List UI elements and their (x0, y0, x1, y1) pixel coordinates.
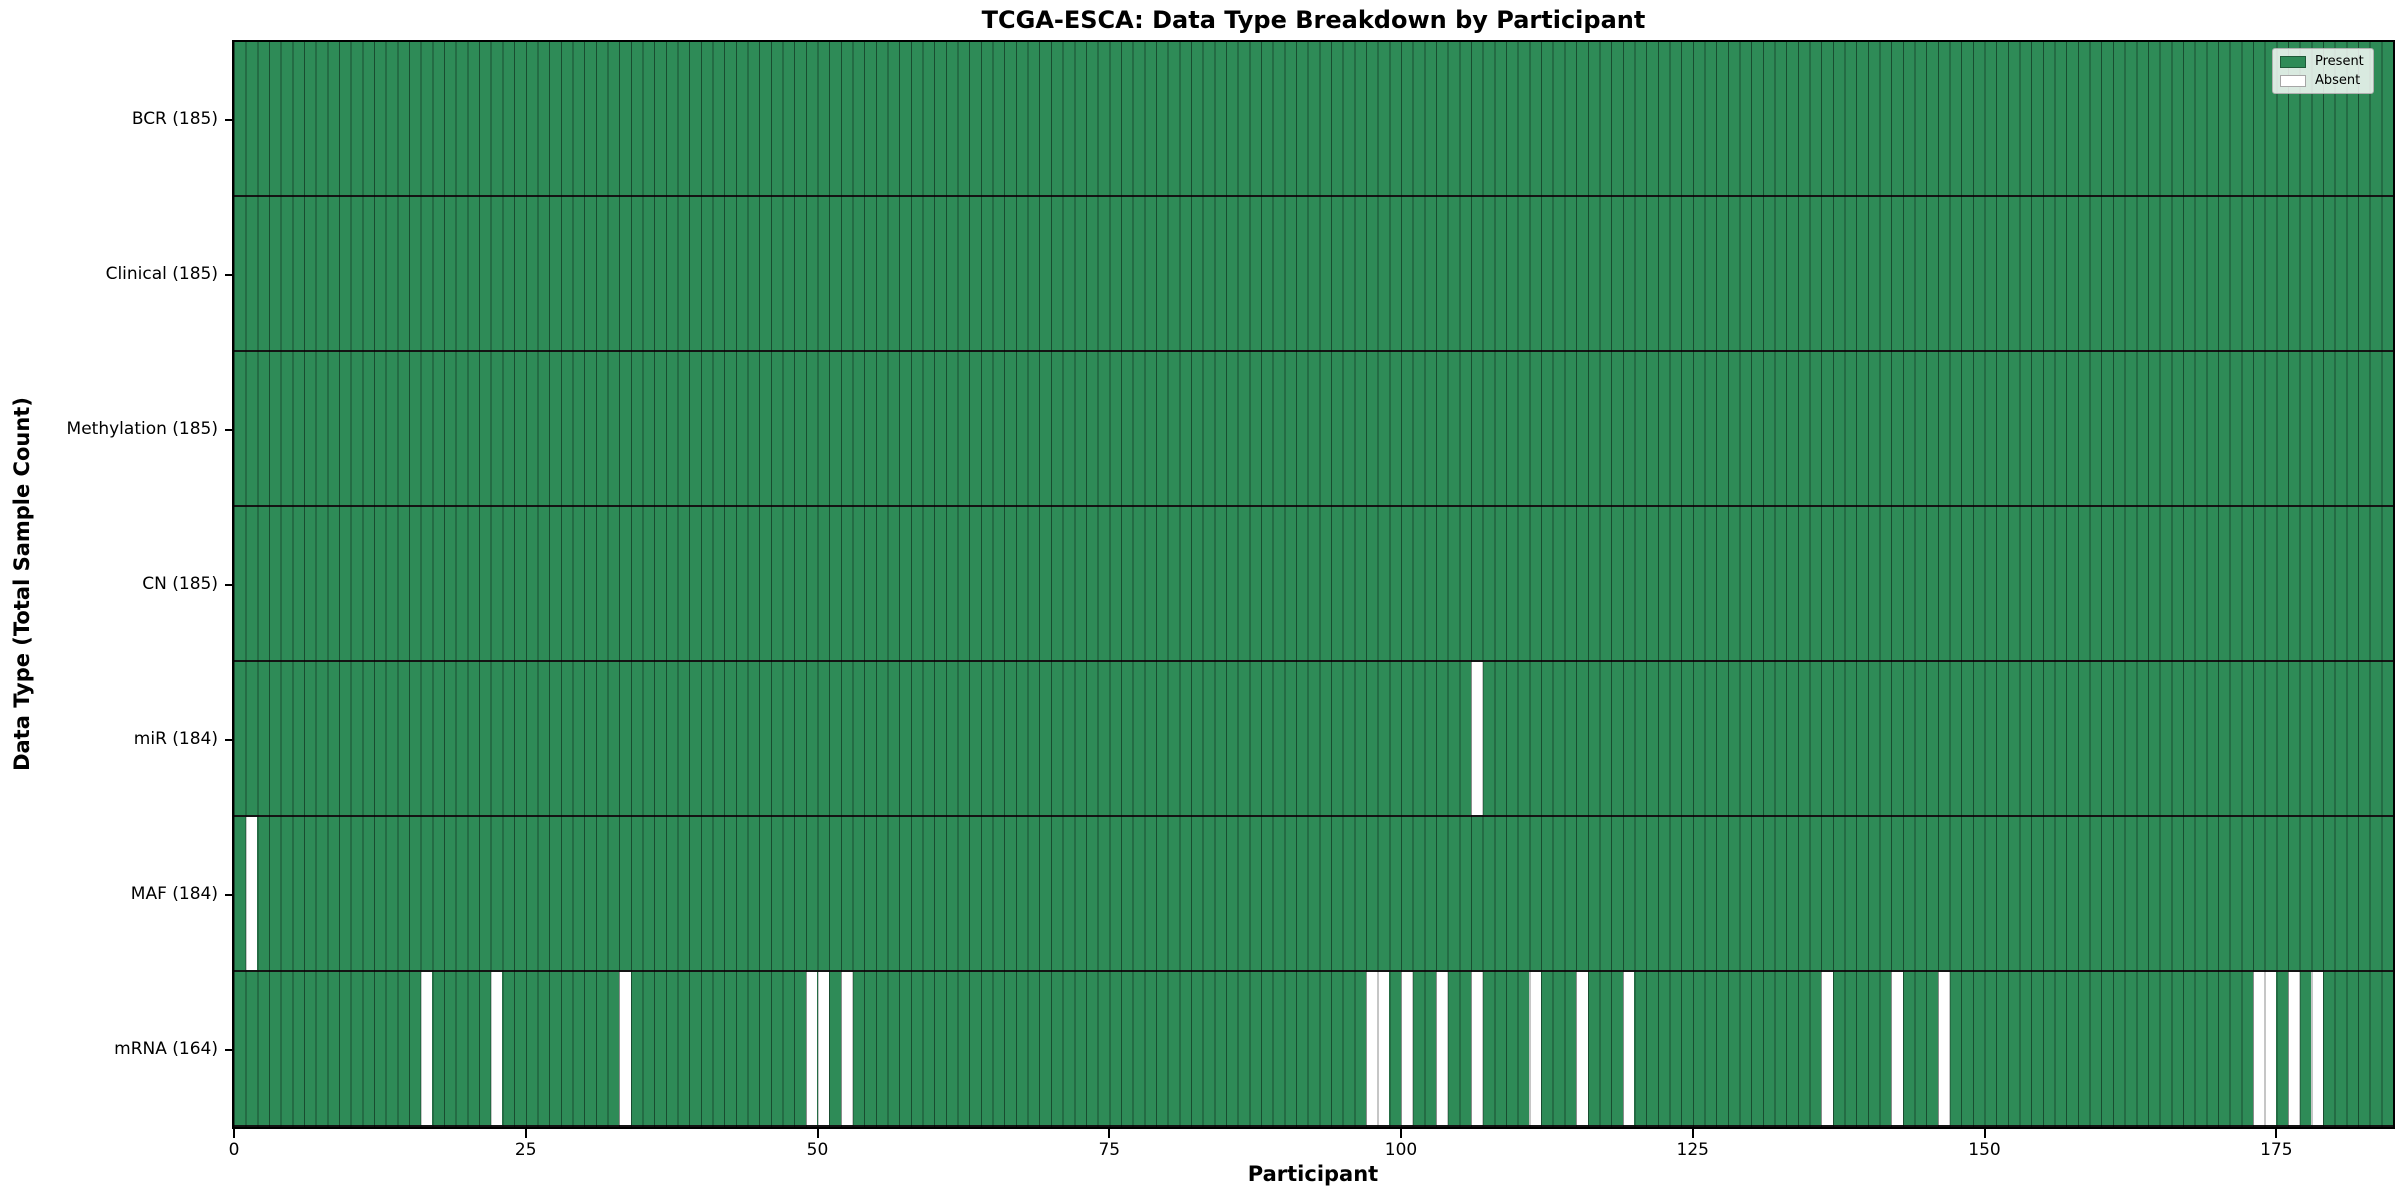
x-tick-mark (2275, 1129, 2278, 1138)
x-tick-mark (1108, 1129, 1111, 1138)
absent-cell (805, 972, 818, 1125)
y-tick-label: Clinical (185) (105, 263, 218, 284)
x-tick-label: 75 (1098, 1140, 1121, 1160)
absent-cell (420, 972, 433, 1125)
y-tick-mark (225, 118, 234, 121)
absent-cell (1401, 972, 1413, 1125)
x-tick-label: 50 (806, 1140, 829, 1160)
y-tick-label: miR (184) (133, 728, 218, 749)
absent-cell (245, 817, 258, 970)
legend-swatch-absent (2280, 74, 2306, 87)
x-tick-mark (233, 1129, 235, 1138)
absent-cell (1436, 972, 1448, 1125)
y-tick-label: Methylation (185) (66, 418, 218, 439)
legend-label: Present (2315, 54, 2364, 69)
y-tick-label: MAF (184) (130, 883, 218, 904)
absent-cell (490, 972, 503, 1125)
legend-entry-present: Present (2280, 54, 2364, 69)
absent-cell (1529, 972, 1542, 1125)
absent-cell (1622, 972, 1635, 1125)
absent-cell (1377, 972, 1390, 1125)
legend-label: Absent (2315, 73, 2361, 88)
absent-cell (2252, 972, 2265, 1125)
absent-cell (2287, 972, 2300, 1125)
x-tick-label: 125 (1676, 1140, 1710, 1160)
x-tick-mark (1400, 1129, 1403, 1138)
absent-cell (817, 972, 830, 1125)
x-tick-label: 175 (2260, 1140, 2293, 1160)
x-tick-label: 25 (514, 1140, 537, 1160)
legend-swatch-present (2280, 55, 2306, 68)
absent-cell (1821, 972, 1833, 1125)
heatmap-row-mir (234, 662, 2393, 817)
x-tick-mark (524, 1129, 527, 1138)
x-tick-mark (1691, 1129, 1694, 1138)
absent-cell (2264, 972, 2277, 1125)
y-tick-label: mRNA (164) (114, 1038, 218, 1059)
y-tick-mark (225, 428, 234, 431)
x-tick-mark (1983, 1129, 1986, 1138)
y-tick-label: BCR (185) (131, 108, 218, 129)
x-tick-label: 0 (228, 1140, 240, 1160)
plot-area (232, 40, 2395, 1129)
heatmap-row-clinical (234, 197, 2393, 352)
y-tick-label: CN (185) (142, 573, 218, 594)
absent-cell (619, 972, 631, 1125)
absent-cell (840, 972, 853, 1125)
heatmap-row-bcr (234, 42, 2393, 197)
absent-cell (1576, 972, 1588, 1125)
absent-cell (2311, 972, 2323, 1125)
absent-cell (1471, 662, 1483, 815)
absent-cell (1937, 972, 1950, 1125)
heatmap-row-maf (234, 817, 2393, 972)
y-tick-mark (225, 738, 234, 741)
y-tick-mark (225, 273, 234, 276)
absent-cell (1891, 972, 1903, 1125)
y-tick-mark (225, 893, 234, 896)
x-tick-label: 100 (1384, 1140, 1418, 1160)
x-axis-label: Participant (1247, 1162, 1379, 1186)
legend-entry-absent: Absent (2280, 73, 2364, 88)
x-tick-label: 150 (1968, 1140, 2001, 1160)
chart-title: TCGA-ESCA: Data Type Breakdown by Partic… (981, 6, 1646, 34)
heatmap-row-cn (234, 507, 2393, 662)
y-tick-mark (225, 583, 234, 586)
absent-cell (1366, 972, 1378, 1125)
heatmap-row-mrna (234, 972, 2393, 1127)
absent-cell (1471, 972, 1483, 1125)
heatmap-row-methylation (234, 352, 2393, 507)
y-tick-mark (225, 1048, 234, 1051)
legend: Present Absent (2272, 48, 2374, 94)
x-tick-mark (816, 1129, 819, 1138)
